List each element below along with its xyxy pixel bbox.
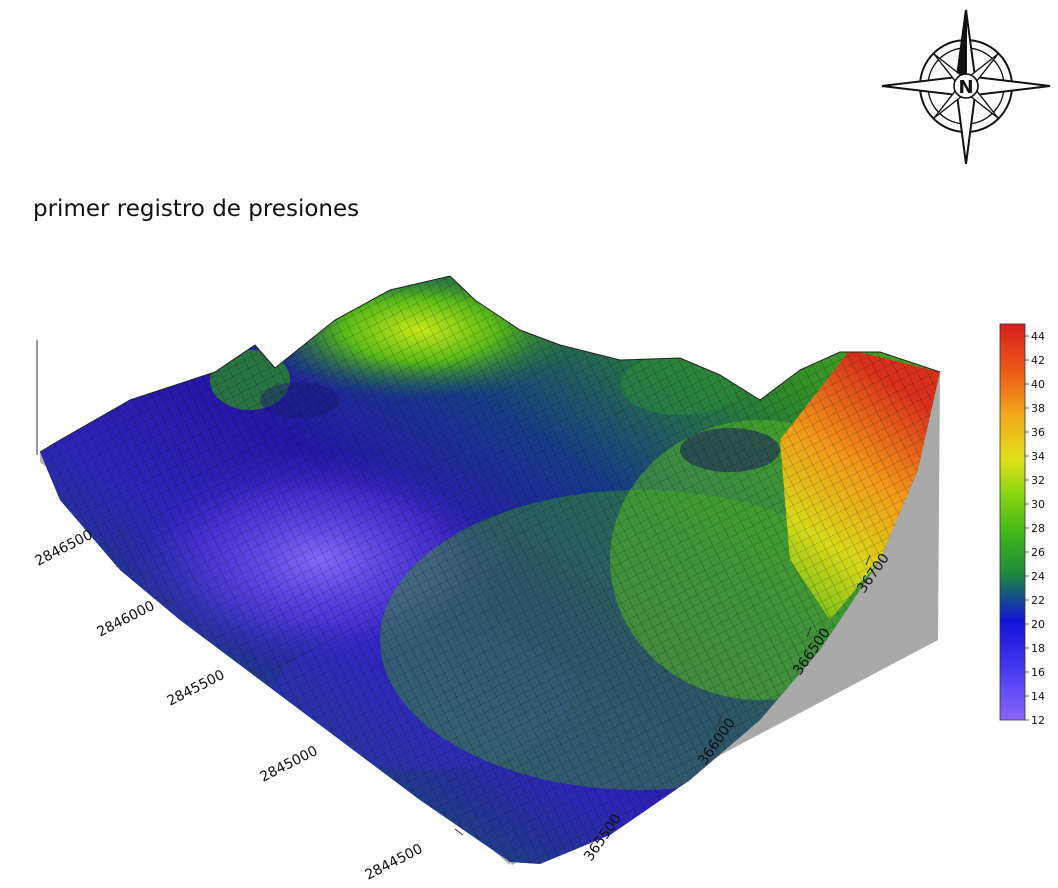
colorbar-tick-label: 24 bbox=[1031, 570, 1045, 583]
colorbar-tick-label: 26 bbox=[1031, 546, 1045, 559]
colorbar-tick-label: 28 bbox=[1031, 522, 1045, 535]
block-side-right bbox=[510, 372, 940, 865]
colorbar-tick-label: 12 bbox=[1031, 714, 1045, 727]
y-axis bbox=[117, 529, 464, 836]
colorbar-tick-label: 32 bbox=[1031, 474, 1045, 487]
colorbar-tick-label: 30 bbox=[1031, 498, 1045, 511]
colorbar-tick-label: 34 bbox=[1031, 450, 1045, 463]
colorbar-gradient bbox=[999, 323, 1026, 721]
y-tick-2845000: 2845000 bbox=[258, 743, 321, 786]
surface-mesh bbox=[40, 276, 940, 864]
colorbar-tick-label: 44 bbox=[1031, 330, 1045, 343]
colorbar-tick-label: 14 bbox=[1031, 690, 1045, 703]
compass-rose-icon: N bbox=[881, 9, 1051, 165]
y-tick-2846500: 2846500 bbox=[33, 527, 96, 570]
compass-north-letter: N bbox=[958, 77, 973, 98]
y-tick-2844500: 2844500 bbox=[363, 841, 426, 884]
colorbar-tick-label: 38 bbox=[1031, 402, 1045, 415]
x-axis bbox=[615, 554, 871, 819]
colorbar-tick-label: 36 bbox=[1031, 426, 1045, 439]
y-tick-2846000: 2846000 bbox=[95, 598, 158, 641]
colorbar-tick-label: 20 bbox=[1031, 618, 1045, 631]
chart-title: primer registro de presiones bbox=[33, 196, 360, 222]
colorbar-tick-label: 18 bbox=[1031, 642, 1045, 655]
colorbar-tick-label: 16 bbox=[1031, 666, 1045, 679]
colorbar-tick-label: 40 bbox=[1031, 378, 1045, 391]
colorbar: 44 42 40 38 36 34 32 30 28 26 24 22 20 18 16 14 12 bbox=[999, 323, 1045, 727]
y-tick-2845500: 2845500 bbox=[165, 667, 228, 710]
colorbar-tick-label: 42 bbox=[1031, 354, 1045, 367]
colorbar-tick-label: 22 bbox=[1031, 594, 1045, 607]
